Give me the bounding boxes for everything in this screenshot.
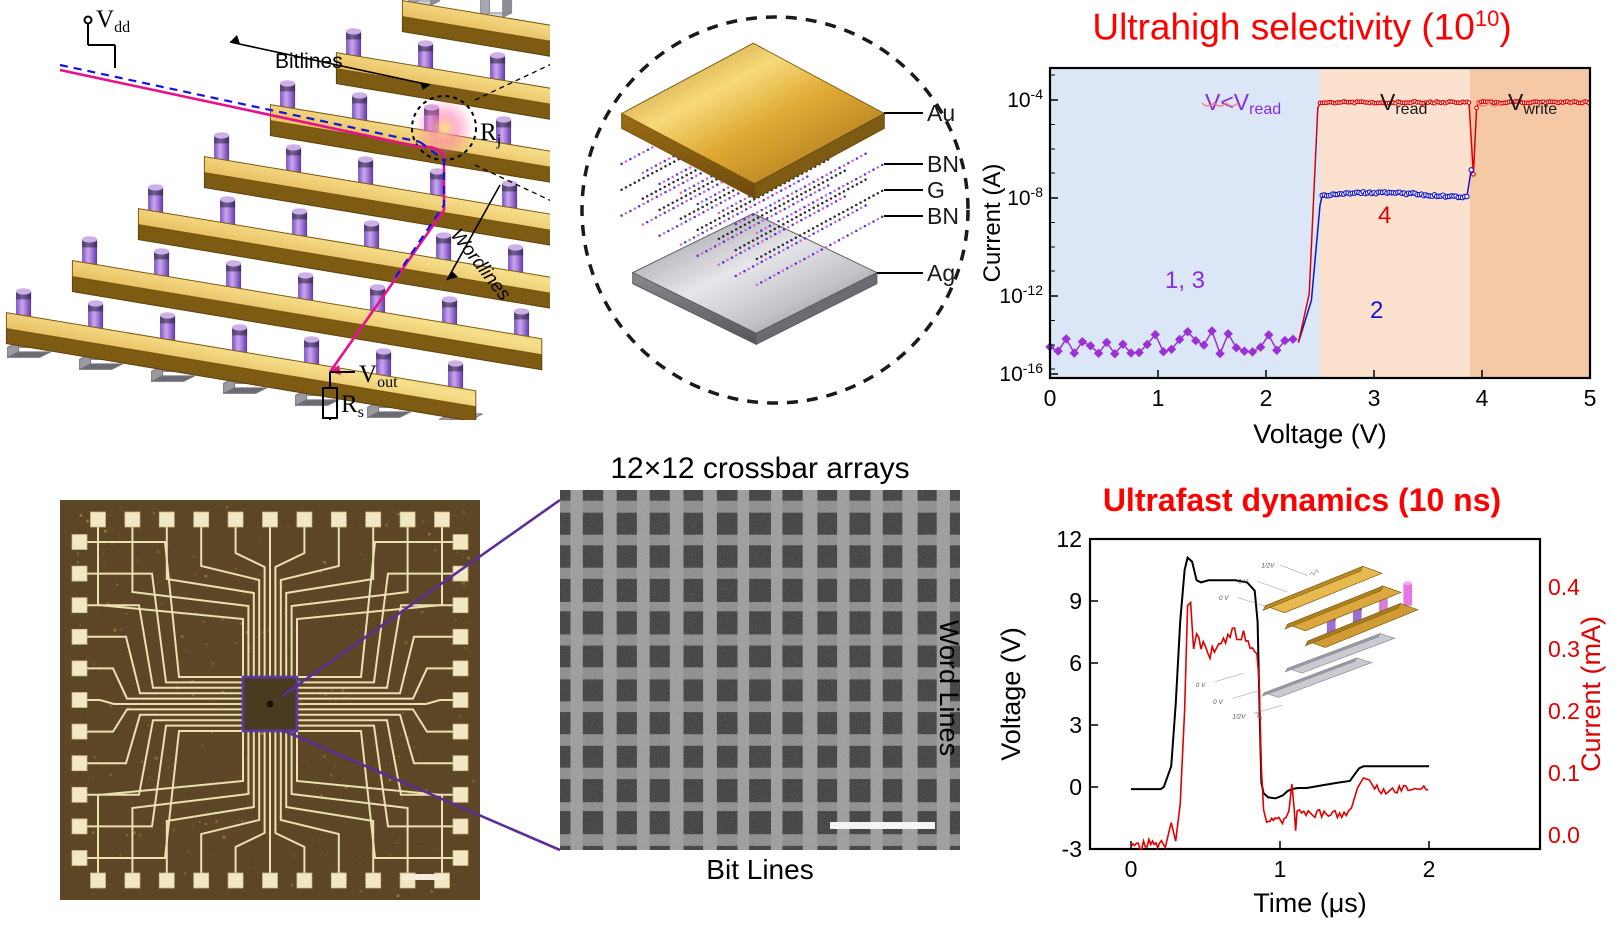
svg-text:0 V: 0 V [1219,595,1229,602]
svg-text:4: 4 [1476,385,1489,411]
svg-text:Ag: Ag [927,260,955,286]
svg-text:Voltage (V): Voltage (V) [1253,419,1387,449]
svg-text:0: 0 [1069,774,1082,800]
svg-text:-3: -3 [1062,836,1082,862]
svg-text:BN: BN [927,151,959,177]
svg-text:4: 4 [1378,202,1391,229]
svg-text:9: 9 [1069,588,1082,614]
svg-text:0 V: 0 V [1196,682,1206,689]
svg-text:3: 3 [1368,385,1381,411]
svg-text:2: 2 [1370,297,1383,324]
svg-text:2: 2 [1260,385,1273,411]
svg-text:10-8: 10-8 [1007,184,1043,210]
svg-text:0: 0 [1125,856,1138,882]
svg-text:2: 2 [1423,856,1436,882]
svg-text:G: G [927,177,945,203]
svg-text:6: 6 [1069,650,1082,676]
svg-text:1/2V: 1/2V [1261,562,1275,569]
svg-text:5: 5 [1584,385,1597,411]
svg-text:1: 1 [1152,385,1165,411]
svg-text:0.0: 0.0 [1548,822,1580,848]
svg-text:Time (μs): Time (μs) [1253,888,1367,918]
svg-text:Voltage (V): Voltage (V) [996,627,1026,761]
svg-text:Bitlines: Bitlines [275,50,343,73]
svg-text:0 V: 0 V [1213,699,1223,706]
svg-text:1, 3: 1, 3 [1165,267,1205,294]
svg-text:Current (mA): Current (mA) [1576,616,1606,772]
svg-text:1/2V: 1/2V [1232,713,1246,720]
svg-text:10-12: 10-12 [999,282,1043,308]
svg-text:1: 1 [1274,856,1287,882]
svg-text:0 V: 0 V [1238,579,1248,586]
svg-text:Au: Au [927,100,955,126]
svg-text:3: 3 [1069,712,1082,738]
svg-text:0.4: 0.4 [1548,574,1580,600]
svg-text:Current (A): Current (A) [979,164,1006,283]
svg-text:BN: BN [927,203,959,229]
svg-text:10-4: 10-4 [1007,86,1043,112]
svg-text:10-16: 10-16 [999,360,1043,386]
svg-text:Vdd: Vdd [96,6,130,36]
svg-text:0: 0 [1044,385,1057,411]
svg-text:12: 12 [1056,526,1082,552]
